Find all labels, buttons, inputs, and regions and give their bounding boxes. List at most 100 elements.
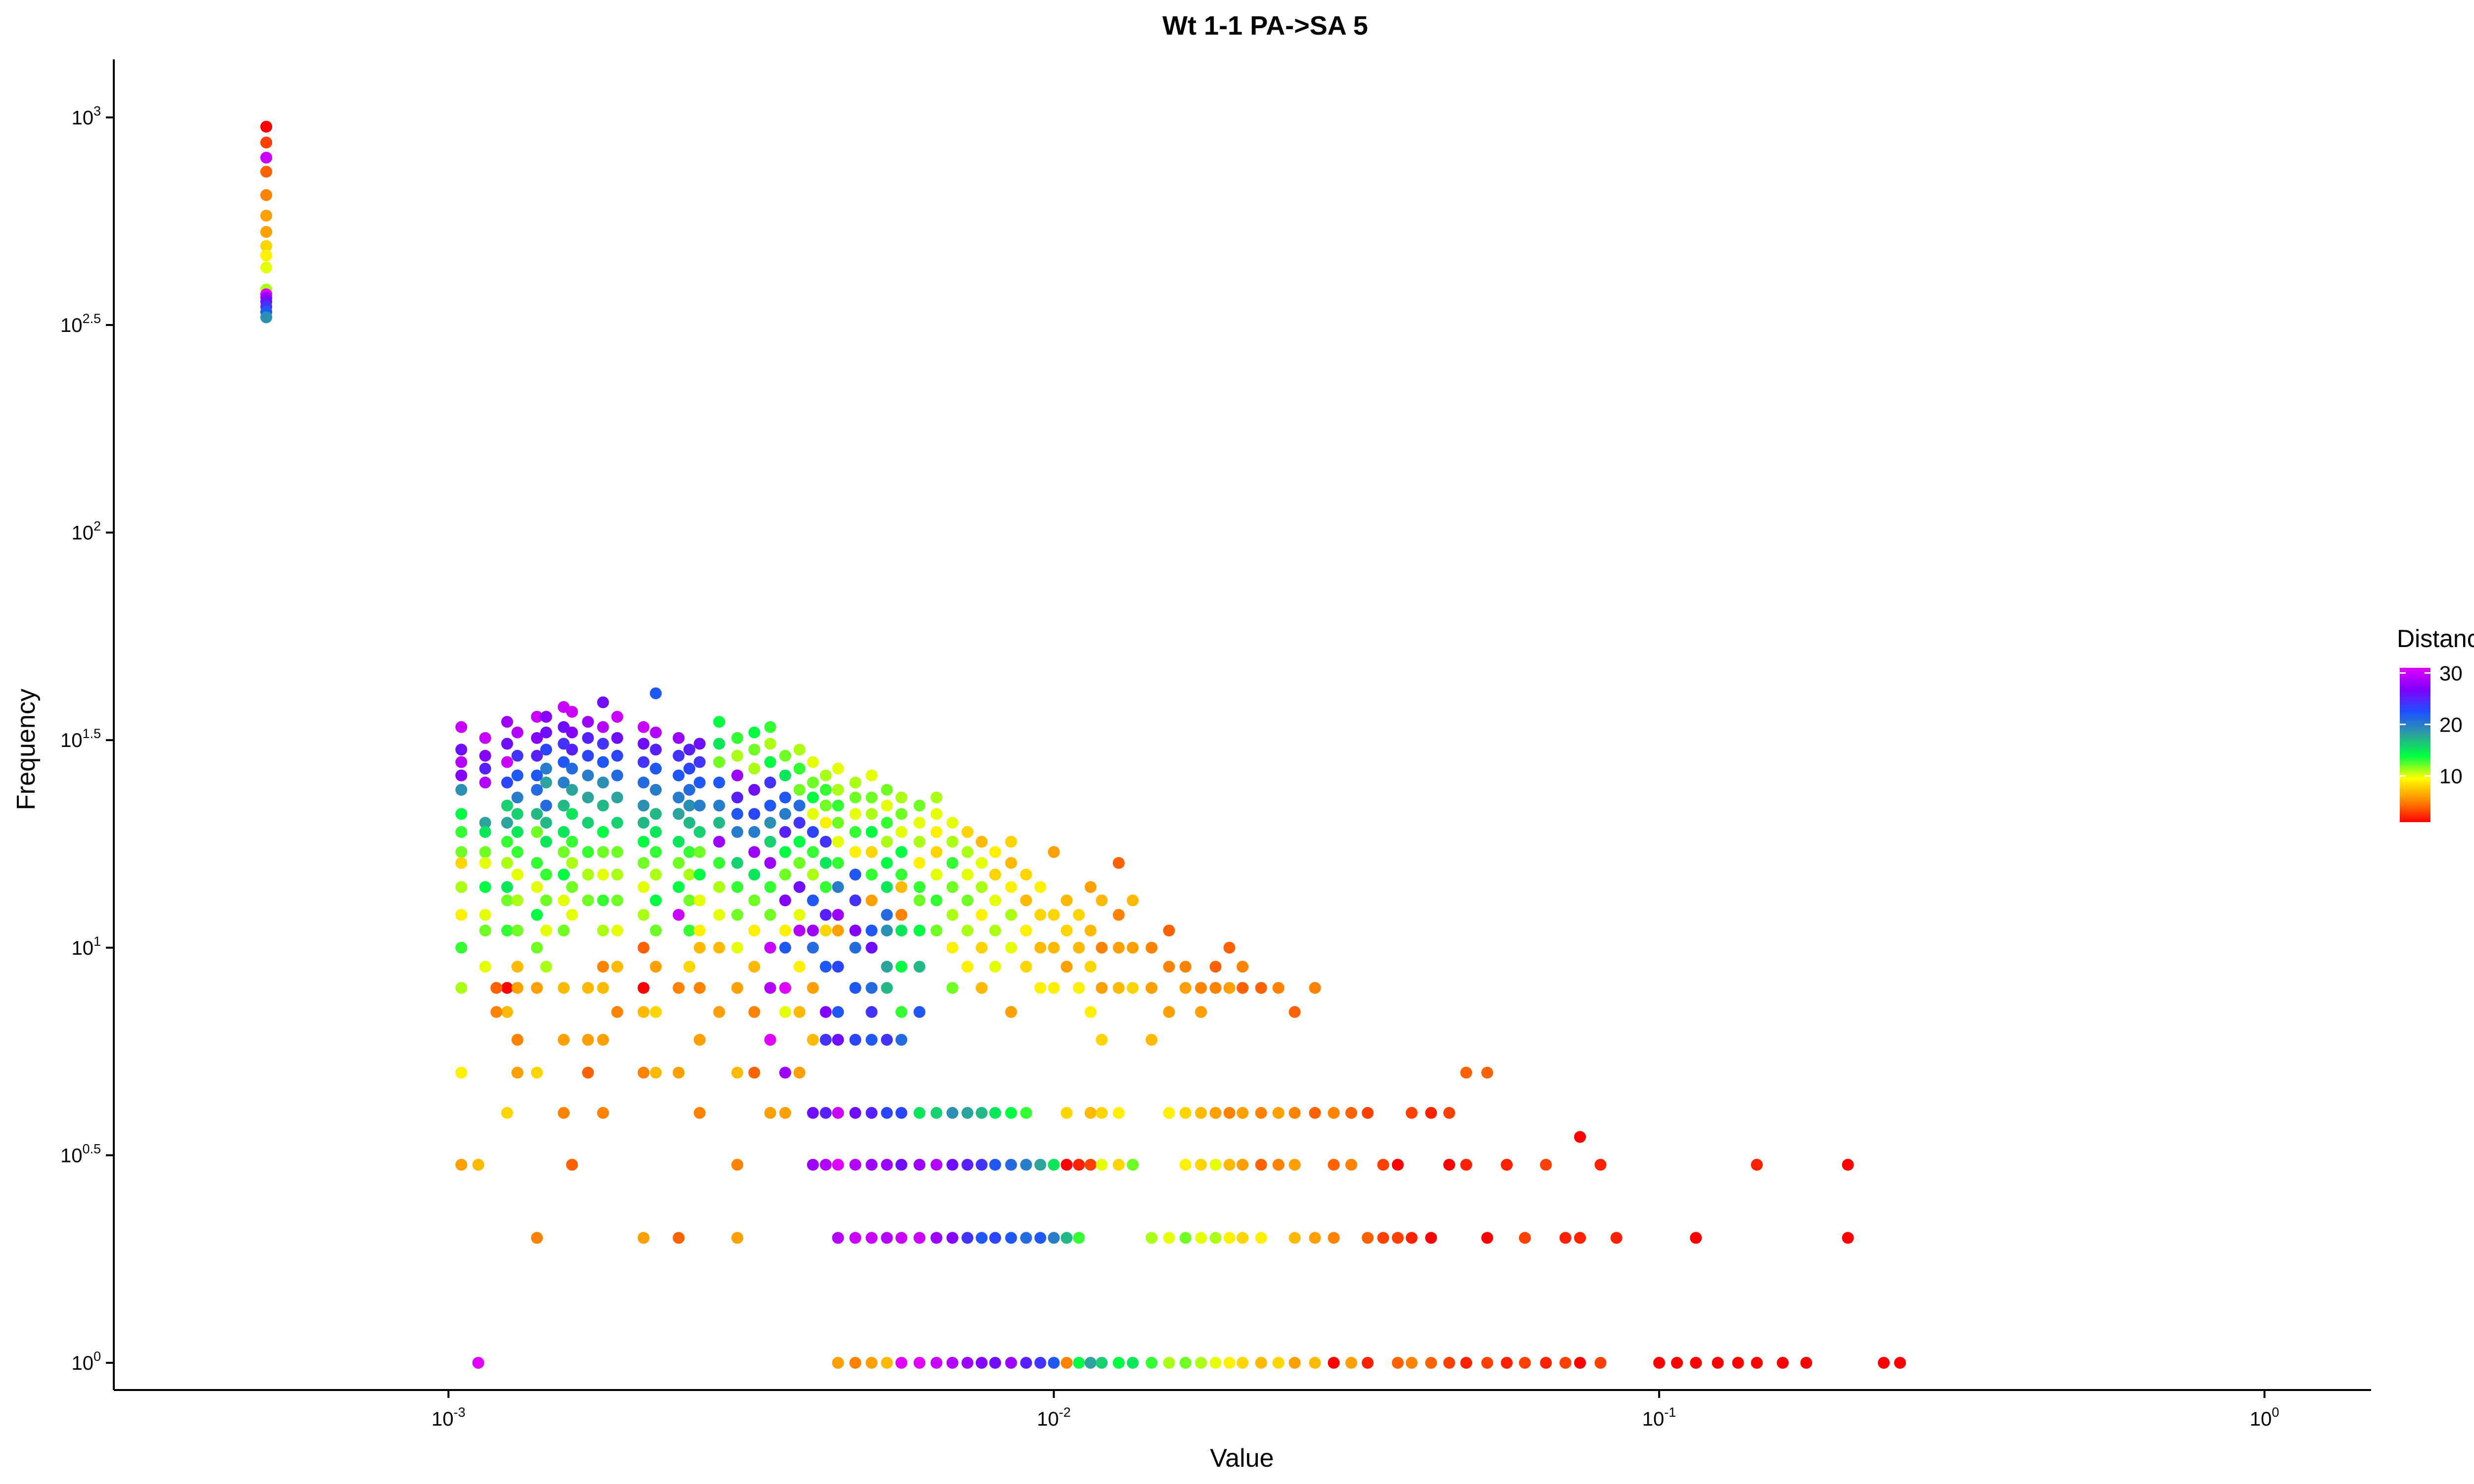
data-point [1020, 1357, 1032, 1369]
data-point [472, 1357, 484, 1369]
data-point [913, 881, 926, 893]
data-point [1095, 1159, 1108, 1171]
data-point [597, 776, 609, 788]
data-point [501, 894, 513, 907]
data-point [566, 743, 578, 756]
data-point [1443, 1357, 1455, 1369]
data-point [713, 799, 725, 812]
data-point [961, 1107, 974, 1119]
data-point [637, 881, 650, 893]
x-tick-label: 10-2 [1037, 1405, 1071, 1430]
data-point [961, 894, 974, 907]
data-point [731, 732, 744, 744]
data-point [597, 869, 609, 881]
data-point [455, 982, 468, 994]
data-point [832, 909, 844, 921]
data-point [865, 925, 878, 937]
data-point [531, 982, 543, 994]
data-point [1690, 1357, 1702, 1369]
data-point [793, 1006, 806, 1018]
data-point [865, 941, 878, 954]
data-point [531, 857, 543, 869]
data-point [1163, 925, 1175, 937]
data-point [832, 881, 844, 893]
data-point [1020, 1159, 1032, 1171]
data-point [582, 846, 594, 858]
data-point [989, 1232, 1001, 1244]
data-point [637, 738, 650, 750]
data-point [1237, 1357, 1249, 1369]
data-point [748, 808, 761, 820]
data-point [748, 784, 761, 796]
data-point [582, 982, 594, 994]
data-point [694, 826, 706, 838]
data-point [913, 1357, 926, 1369]
data-point [479, 749, 491, 762]
data-point [1060, 1357, 1073, 1369]
data-point [637, 799, 650, 812]
data-point [1842, 1159, 1854, 1171]
data-point [611, 894, 623, 907]
data-point [1255, 1107, 1267, 1119]
data-point [558, 1107, 570, 1119]
data-point [793, 881, 806, 893]
data-point [637, 909, 650, 921]
data-point [1005, 857, 1017, 869]
data-point [479, 846, 491, 858]
data-point [881, 784, 893, 796]
data-point [989, 961, 1001, 973]
data-point [1179, 1107, 1191, 1119]
data-point [531, 909, 543, 921]
data-point [930, 869, 943, 881]
y-tick-label: 101.5 [60, 726, 101, 751]
data-point [683, 784, 696, 796]
data-point [1481, 1232, 1493, 1244]
data-point [793, 909, 806, 921]
data-point [881, 1232, 893, 1244]
data-point [611, 846, 623, 858]
data-point [819, 784, 832, 796]
data-point [1362, 1357, 1374, 1369]
data-point [881, 982, 893, 994]
data-point [1309, 1107, 1321, 1119]
data-point [748, 869, 761, 881]
data-point [1405, 1107, 1418, 1119]
data-point [849, 1357, 861, 1369]
data-point [1223, 1357, 1236, 1369]
data-point [1034, 909, 1047, 921]
data-point [683, 762, 696, 775]
data-point [849, 808, 861, 820]
data-point [975, 1159, 988, 1171]
data-point [531, 732, 543, 744]
data-point [865, 791, 878, 804]
data-point [731, 982, 744, 994]
data-point [511, 826, 523, 838]
data-point [582, 791, 594, 804]
data-point [1145, 941, 1158, 954]
data-point [672, 881, 685, 893]
data-point [832, 1232, 844, 1244]
data-point [540, 817, 552, 829]
data-point [650, 687, 662, 699]
data-point [865, 1006, 878, 1018]
data-point [611, 769, 623, 782]
data-point [713, 756, 725, 768]
data-point [1255, 1159, 1267, 1171]
data-point [975, 909, 988, 921]
data-point [558, 1034, 570, 1046]
data-point [930, 1107, 943, 1119]
data-point [597, 846, 609, 858]
legend-tick-label: 20 [2439, 713, 2463, 736]
data-point [531, 749, 543, 762]
data-point [779, 869, 791, 881]
data-point [881, 1034, 893, 1046]
data-point [597, 1034, 609, 1046]
data-point [1574, 1232, 1586, 1244]
data-point [1255, 1357, 1267, 1369]
data-point [819, 909, 832, 921]
data-point [881, 925, 893, 937]
data-point [672, 1232, 685, 1244]
data-point [849, 894, 861, 907]
data-point [807, 1159, 819, 1171]
data-point [1345, 1357, 1357, 1369]
